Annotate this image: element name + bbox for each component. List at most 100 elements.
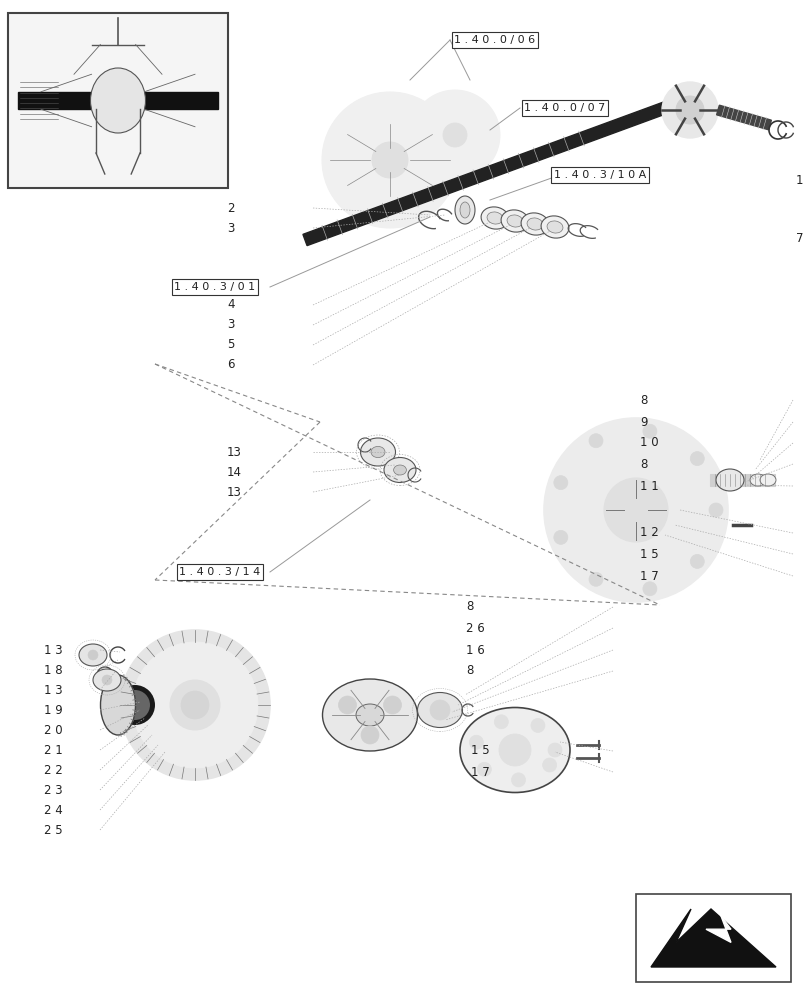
Text: 1 3: 1 3 — [44, 684, 63, 696]
Ellipse shape — [460, 202, 470, 218]
Text: 8: 8 — [466, 600, 473, 613]
Text: 8: 8 — [640, 458, 647, 471]
Ellipse shape — [393, 465, 406, 475]
Circle shape — [443, 123, 467, 147]
Ellipse shape — [356, 704, 384, 726]
Text: 13: 13 — [227, 486, 242, 498]
Ellipse shape — [90, 68, 145, 133]
Circle shape — [604, 478, 668, 542]
Text: 1: 1 — [796, 174, 803, 186]
Circle shape — [543, 758, 557, 772]
Circle shape — [499, 734, 531, 766]
Ellipse shape — [322, 679, 418, 751]
Circle shape — [170, 680, 220, 730]
Text: 1 6: 1 6 — [466, 644, 485, 656]
Circle shape — [709, 503, 723, 517]
Text: 1 3: 1 3 — [44, 644, 63, 656]
Circle shape — [115, 685, 155, 725]
Circle shape — [322, 92, 458, 228]
Text: 4: 4 — [227, 298, 234, 312]
Text: 8: 8 — [640, 393, 647, 406]
Circle shape — [531, 718, 545, 732]
Bar — [710, 474, 775, 486]
Ellipse shape — [527, 218, 543, 230]
Polygon shape — [303, 89, 702, 246]
Circle shape — [88, 650, 98, 660]
Text: 1 7: 1 7 — [471, 766, 490, 778]
Ellipse shape — [100, 675, 136, 735]
Ellipse shape — [487, 212, 503, 224]
Circle shape — [494, 715, 508, 729]
Ellipse shape — [79, 644, 107, 666]
Text: 8: 8 — [466, 664, 473, 678]
Text: 1 0: 1 0 — [640, 436, 659, 450]
Bar — [636, 894, 791, 982]
Text: 2 0: 2 0 — [44, 724, 63, 736]
Text: 5: 5 — [227, 338, 234, 352]
Ellipse shape — [460, 708, 570, 792]
Circle shape — [372, 142, 408, 178]
Text: 2 4: 2 4 — [44, 804, 63, 816]
Circle shape — [690, 554, 705, 568]
Text: 2 2: 2 2 — [44, 764, 63, 776]
Ellipse shape — [521, 213, 549, 235]
Circle shape — [102, 675, 112, 685]
Text: 3: 3 — [227, 318, 234, 332]
Circle shape — [676, 96, 704, 124]
Ellipse shape — [541, 216, 569, 238]
Text: 14: 14 — [227, 466, 242, 479]
Text: 1 1: 1 1 — [640, 480, 659, 492]
Text: 3: 3 — [227, 222, 234, 234]
Text: 1 . 4 0 . 3 / 1 0 A: 1 . 4 0 . 3 / 1 0 A — [553, 170, 646, 180]
Circle shape — [589, 572, 603, 586]
Polygon shape — [717, 105, 772, 130]
Circle shape — [662, 82, 718, 138]
Ellipse shape — [750, 474, 766, 486]
Ellipse shape — [93, 669, 121, 691]
Text: 2: 2 — [227, 202, 234, 215]
Ellipse shape — [384, 458, 416, 483]
Circle shape — [181, 691, 209, 719]
Ellipse shape — [481, 207, 509, 229]
Polygon shape — [18, 92, 218, 109]
Text: 1 . 4 0 . 0 / 0 7: 1 . 4 0 . 0 / 0 7 — [524, 103, 606, 113]
Ellipse shape — [547, 221, 563, 233]
Circle shape — [430, 700, 450, 720]
Text: 1 8: 1 8 — [44, 664, 63, 676]
Ellipse shape — [716, 469, 744, 491]
Circle shape — [553, 530, 568, 544]
Circle shape — [132, 642, 258, 768]
Circle shape — [120, 690, 150, 720]
Ellipse shape — [507, 215, 523, 227]
Circle shape — [469, 735, 483, 749]
Circle shape — [548, 743, 562, 757]
Text: 13: 13 — [227, 446, 242, 458]
Text: 1 2: 1 2 — [640, 526, 659, 540]
Text: 1 5: 1 5 — [471, 744, 490, 758]
Circle shape — [589, 434, 603, 448]
Circle shape — [410, 90, 500, 180]
Text: 1 5: 1 5 — [640, 548, 659, 560]
Text: 2 3: 2 3 — [44, 784, 63, 796]
Text: 1 . 4 0 . 3 / 1 4: 1 . 4 0 . 3 / 1 4 — [179, 567, 261, 577]
Text: 1 7: 1 7 — [640, 570, 659, 582]
Text: 2 6: 2 6 — [466, 621, 485, 635]
Ellipse shape — [455, 196, 475, 224]
Text: 6: 6 — [227, 359, 234, 371]
Circle shape — [478, 762, 491, 776]
Text: 2 5: 2 5 — [44, 824, 63, 836]
Ellipse shape — [360, 438, 395, 466]
Circle shape — [361, 726, 379, 744]
Text: 9: 9 — [640, 416, 647, 428]
Circle shape — [511, 773, 525, 787]
Circle shape — [553, 476, 568, 490]
Polygon shape — [651, 909, 776, 967]
Text: 1 . 4 0 . 3 / 0 1: 1 . 4 0 . 3 / 0 1 — [175, 282, 255, 292]
Ellipse shape — [760, 474, 776, 486]
Polygon shape — [706, 916, 731, 942]
Circle shape — [120, 630, 270, 780]
Circle shape — [643, 424, 657, 438]
Bar — [8, 13, 228, 188]
Circle shape — [384, 696, 402, 714]
Circle shape — [339, 696, 356, 714]
